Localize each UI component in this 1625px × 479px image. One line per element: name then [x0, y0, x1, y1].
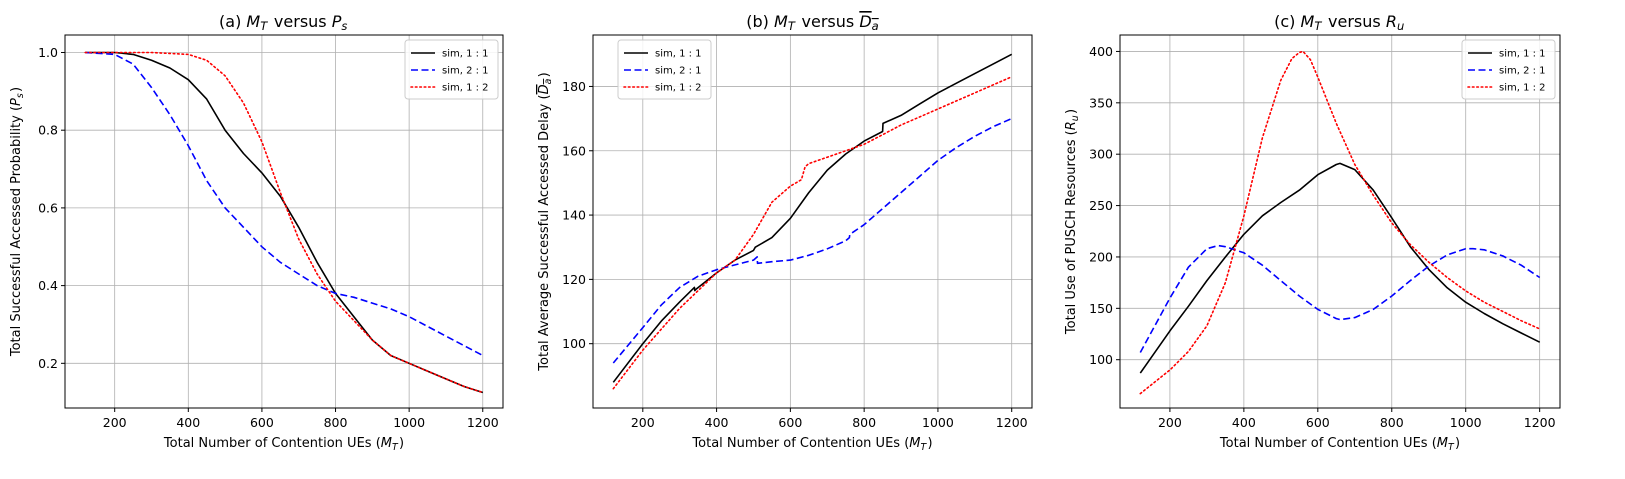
y-tick-label: 350	[1089, 95, 1113, 110]
x-tick-label: 800	[324, 415, 348, 430]
y-tick-label: 200	[1089, 249, 1113, 264]
x-tick-label: 1000	[393, 415, 425, 430]
y-tick-label: 160	[562, 143, 586, 158]
series-line-1	[612, 53, 1013, 383]
legend-label: sim, 1 : 2	[1499, 83, 1546, 94]
legend: sim, 1 : 1 sim, 2 : 1 sim, 1 : 2	[404, 39, 499, 100]
x-tick-label: 600	[778, 415, 802, 430]
y-axis-label: Total Average Successful Accessed Delay …	[537, 72, 554, 371]
legend: sim, 1 : 1 sim, 2 : 1 sim, 1 : 2	[617, 39, 712, 100]
y-tick-label: 100	[1089, 352, 1113, 367]
x-tick-label: 800	[1380, 415, 1404, 430]
y-tick-label: 1.0	[38, 45, 58, 60]
legend-label: sim, 2 : 1	[1499, 66, 1546, 77]
y-axis-label: Total Use of PUSCH Resources (Ru )	[1064, 109, 1081, 335]
y-tick-label: 0.8	[38, 123, 58, 138]
x-tick-label: 1000	[1450, 415, 1482, 430]
legend-label: sim, 2 : 1	[655, 66, 702, 77]
x-axis-label: Total Number of Contention UEs (MT )	[1219, 436, 1460, 453]
x-tick-label: 200	[631, 415, 655, 430]
x-tick-label: 1200	[467, 415, 499, 430]
series-line-3	[1139, 50, 1541, 395]
legend: sim, 1 : 1 sim, 2 : 1 sim, 1 : 2	[1461, 39, 1556, 100]
x-tick-label: 600	[250, 415, 274, 430]
y-tick-label: 0.6	[38, 200, 58, 215]
axes-frame	[1119, 34, 1561, 409]
y-tick-label: 0.4	[38, 278, 58, 293]
legend-label: sim, 1 : 2	[442, 83, 489, 94]
x-tick-label: 400	[176, 415, 200, 430]
y-axis-label: Total Successful Accessed Probability (P…	[9, 87, 26, 357]
x-tick-label: 800	[852, 415, 876, 430]
series-line-3	[84, 51, 484, 394]
x-tick-label: 400	[1232, 415, 1256, 430]
y-tick-label: 300	[1089, 147, 1113, 162]
y-tick-label: 120	[562, 272, 586, 287]
x-axis-label: Total Number of Contention UEs (MT )	[691, 436, 932, 453]
series-line-3	[612, 76, 1013, 390]
y-tick-label: 100	[562, 336, 586, 351]
series-line-1	[85, 51, 484, 394]
legend-label: sim, 1 : 1	[655, 49, 702, 60]
chart-panel-3: 200 400 600 800 1000 1200 100 150 200 250 300 350 40…	[1064, 12, 1561, 453]
y-tick-label: 180	[562, 79, 586, 94]
x-tick-label: 200	[1158, 415, 1182, 430]
x-tick-label: 1000	[922, 415, 954, 430]
chart-title: (c) MT versus Ru	[1274, 12, 1406, 33]
legend-label: sim, 2 : 1	[442, 66, 489, 77]
series-line-1	[1139, 162, 1541, 374]
axes-frame	[64, 34, 504, 409]
x-tick-label: 1200	[1524, 415, 1556, 430]
series-line-2	[1139, 244, 1541, 353]
y-tick-label: 0.2	[38, 356, 58, 371]
legend-box	[617, 39, 712, 100]
chart-title: (b) MT versus Da	[746, 12, 878, 33]
y-tick-label: 150	[1089, 301, 1113, 316]
y-tick-label: 140	[562, 208, 586, 223]
series-line-2	[85, 51, 484, 357]
legend-box	[404, 39, 499, 100]
x-tick-label: 600	[1306, 415, 1330, 430]
x-tick-label: 1200	[996, 415, 1028, 430]
x-tick-label: 200	[103, 415, 127, 430]
series-line-2	[612, 117, 1013, 364]
y-tick-label: 250	[1089, 198, 1113, 213]
chart-title: (a) MT versus Ps	[219, 12, 349, 33]
axes-frame	[592, 34, 1033, 409]
legend-label: sim, 1 : 1	[1499, 49, 1546, 60]
y-tick-label: 400	[1089, 44, 1113, 59]
x-tick-label: 400	[705, 415, 729, 430]
legend-label: sim, 1 : 2	[655, 83, 702, 94]
chart-panel-2: 200 400 600 800 1000 1200 100 120 140 160 180 (b) M…	[537, 12, 1033, 453]
chart-panel-1: 200 400 600 800 1000 1200 0.2 0.4 0.6 0.8 1.0 (a) M…	[9, 12, 504, 453]
legend-box	[1461, 39, 1556, 100]
legend-label: sim, 1 : 1	[442, 49, 489, 60]
x-axis-label: Total Number of Contention UEs (MT )	[163, 436, 404, 453]
